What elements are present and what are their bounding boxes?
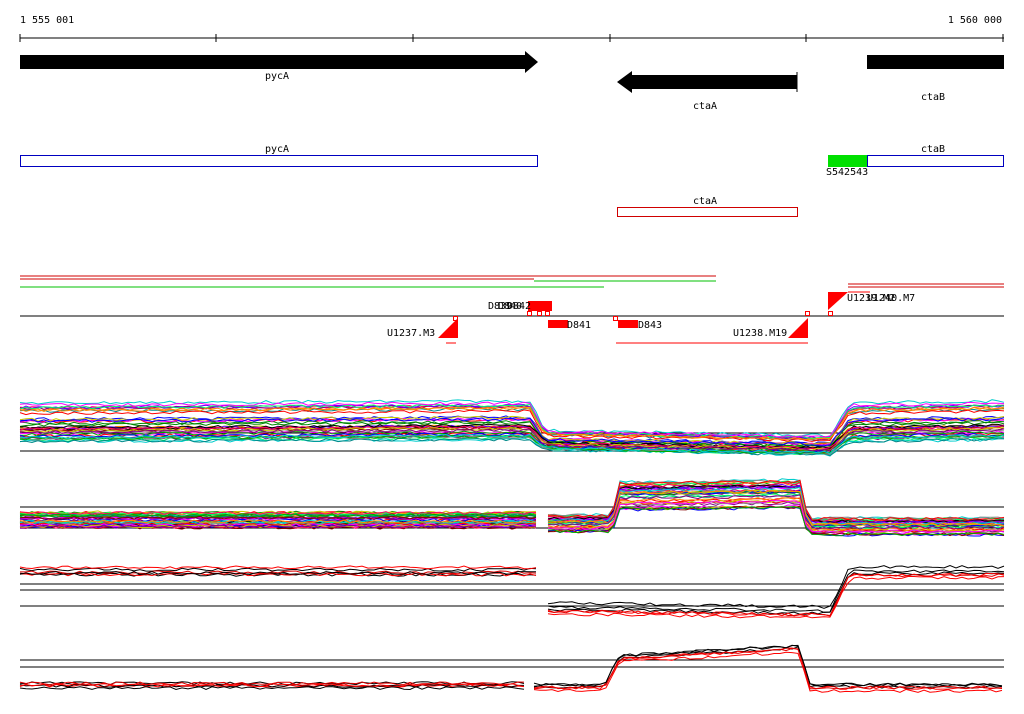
expression-line <box>19 519 537 524</box>
expression-line <box>533 646 1003 689</box>
expression-line <box>19 437 1005 457</box>
feature-label: D840 <box>498 301 522 312</box>
expression-line <box>19 510 537 515</box>
expression-line <box>19 513 537 518</box>
expression-line <box>547 485 1005 525</box>
expression-line <box>19 428 1005 452</box>
feature-label: D841 <box>567 320 591 331</box>
annotation-box <box>867 155 1004 167</box>
expression-line <box>533 644 1003 687</box>
feature-track <box>20 275 1004 344</box>
expression-line <box>20 570 537 575</box>
gene-arrow <box>617 71 797 93</box>
expression-line <box>533 644 1003 687</box>
expression-line <box>19 681 525 686</box>
expression-line <box>19 427 1005 451</box>
gene-block <box>867 55 1004 69</box>
expression-line <box>19 406 1005 441</box>
gene-arrow <box>20 51 538 73</box>
expression-line <box>19 519 537 524</box>
annotation-label: ctaA <box>693 196 717 207</box>
expression-line <box>19 430 1005 453</box>
ruler <box>19 34 1004 42</box>
expression-line <box>547 506 1005 537</box>
expression-line <box>533 651 1003 693</box>
expression-line <box>19 567 537 572</box>
expression-line <box>19 399 1005 438</box>
expression-line <box>547 479 1005 521</box>
feature-label: U1237.M3 <box>387 328 435 339</box>
expression-line <box>19 421 1005 448</box>
expression-line <box>547 494 1005 530</box>
annotation-label: pycA <box>265 144 289 155</box>
expression-line <box>19 401 1005 438</box>
expression-line <box>19 417 1005 447</box>
expression-line <box>547 576 1005 619</box>
expression-line <box>547 569 1005 613</box>
expression-line <box>19 525 537 530</box>
expression-line <box>547 564 1005 609</box>
feature-label: U1239.M2 <box>847 293 895 304</box>
expression-line <box>19 524 537 529</box>
feature-label: D842 <box>507 301 531 312</box>
ruler-start: 1 555 001 <box>20 15 74 26</box>
gene-label: pycA <box>265 71 289 82</box>
expression-line <box>533 647 1003 690</box>
feature-label: U1238.M19 <box>733 328 787 339</box>
expression-line <box>19 437 1005 456</box>
expression-line <box>19 513 537 518</box>
expression-line <box>547 489 1005 527</box>
expression-line <box>19 409 1005 442</box>
expression-line <box>19 570 536 575</box>
annotation-box <box>828 155 867 167</box>
annotation-label: S542543 <box>826 167 868 178</box>
expression-line <box>547 493 1005 529</box>
expression-line <box>19 417 1005 446</box>
expression-line <box>19 433 1005 455</box>
feature-label: D839 <box>488 301 512 312</box>
expression-line <box>19 686 525 691</box>
expression-line <box>547 499 1005 533</box>
annotation-label: ctaB <box>921 144 945 155</box>
feature-label: U1240.M7 <box>867 293 915 304</box>
expression-line <box>19 565 537 570</box>
expression-line <box>19 572 537 577</box>
ruler-end: 1 560 000 <box>948 15 1002 26</box>
expression-line <box>19 520 537 525</box>
expression-line <box>19 515 537 520</box>
expression-line <box>547 573 1004 617</box>
feature-label: D843 <box>638 320 662 331</box>
annotation-box <box>20 155 538 167</box>
annotation-box <box>617 207 798 217</box>
gene-label: ctaA <box>693 101 717 112</box>
expression-line <box>547 482 1005 523</box>
expression-tracks <box>19 399 1005 693</box>
gene-label: ctaB <box>921 92 945 103</box>
